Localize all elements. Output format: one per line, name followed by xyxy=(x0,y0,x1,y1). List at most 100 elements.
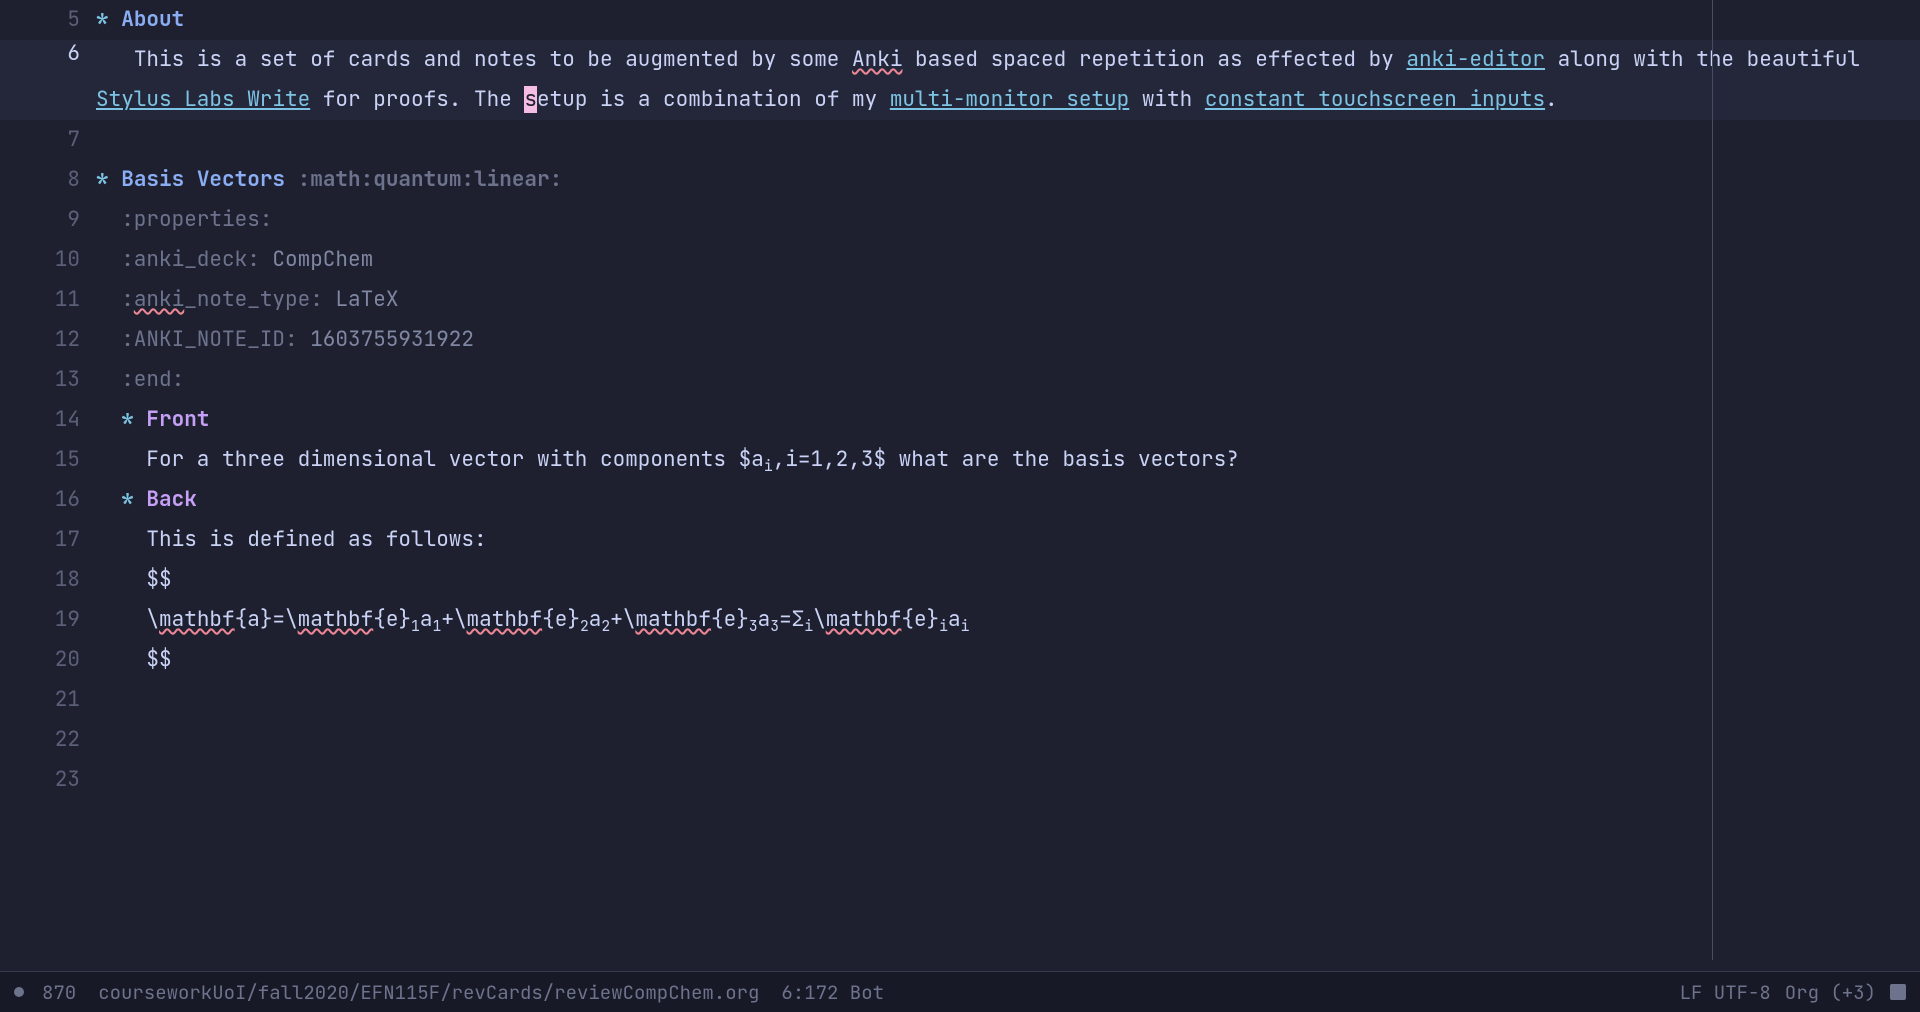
text: a xyxy=(589,606,602,633)
line-number: 22 xyxy=(0,720,96,760)
encoding-indicator[interactable]: LF UTF-8 xyxy=(1680,980,1771,1005)
subscript: 2 xyxy=(601,617,610,636)
subscript: i xyxy=(804,617,813,636)
org-tags: :math:quantum:linear: xyxy=(285,166,562,193)
text: etup xyxy=(537,86,587,113)
org-heading: About xyxy=(121,6,184,33)
code-line[interactable]: 5 * About xyxy=(0,0,1920,40)
fill-column-ruler xyxy=(1712,0,1713,960)
org-drawer: :end: xyxy=(121,366,184,393)
text: a xyxy=(948,606,961,633)
org-property-key: :ANKI_NOTE_ID: xyxy=(121,326,297,353)
code-line[interactable]: 8 * Basis Vectors :math:quantum:linear: xyxy=(0,160,1920,200)
line-number: 7 xyxy=(0,120,96,160)
text: $$ xyxy=(146,566,171,593)
text: ,i=1,2,3$ what are the basis vectors? xyxy=(773,446,1239,473)
text: {e} xyxy=(373,606,411,633)
spell-word: mathbf xyxy=(826,606,902,633)
text: \ xyxy=(813,606,826,633)
org-property-val: LaTeX xyxy=(323,286,399,313)
subscript: 3 xyxy=(749,617,758,636)
line-number: 8 xyxy=(0,160,96,200)
subscript: i xyxy=(961,617,970,636)
cursor-position: 6:172 Bot xyxy=(781,980,884,1005)
org-star: * xyxy=(121,486,134,513)
org-link[interactable]: Stylus Labs Write xyxy=(96,86,310,113)
code-line[interactable]: 19 \mathbf{a}=\mathbf{e}1a1+\mathbf{e}2a… xyxy=(0,600,1920,640)
text: \ xyxy=(146,606,159,633)
buffer-path[interactable]: courseworkUoI/fall2020/EFN115F/revCards/… xyxy=(98,980,759,1005)
editor-pane[interactable]: 5 * About 6 This is a set of cards and n… xyxy=(0,0,1920,1012)
text: {e} xyxy=(901,606,939,633)
code-line[interactable]: 9 :properties: xyxy=(0,200,1920,240)
line-number: 6 xyxy=(0,40,96,120)
text: . xyxy=(1545,86,1558,113)
text: : xyxy=(121,286,134,313)
code-line[interactable]: 18 $$ xyxy=(0,560,1920,600)
org-star: * xyxy=(96,6,109,33)
code-line[interactable]: 23 xyxy=(0,760,1920,800)
org-property-val: 1603755931922 xyxy=(298,326,474,353)
line-number: 12 xyxy=(0,320,96,360)
spell-word: mathbf xyxy=(635,606,711,633)
code-line[interactable]: 13 :end: xyxy=(0,360,1920,400)
org-heading: Front xyxy=(146,406,209,433)
org-property-val: CompChem xyxy=(260,246,373,273)
text: {e} xyxy=(542,606,580,633)
subscript: 3 xyxy=(770,617,779,636)
spell-word: Anki xyxy=(852,46,902,73)
line-number: 20 xyxy=(0,640,96,680)
text: along with the beautiful xyxy=(1545,46,1873,73)
line-number: 15 xyxy=(0,440,96,480)
org-link[interactable]: constant touchscreen inputs xyxy=(1205,86,1545,113)
buffer-content[interactable]: 5 * About 6 This is a set of cards and n… xyxy=(0,0,1920,971)
line-number: 17 xyxy=(0,520,96,560)
code-line[interactable]: 22 xyxy=(0,720,1920,760)
code-line[interactable]: 7 xyxy=(0,120,1920,160)
code-line[interactable]: 10 :anki_deck: CompChem xyxy=(0,240,1920,280)
line-number: 13 xyxy=(0,360,96,400)
text: $$ xyxy=(146,646,171,673)
text: {e} xyxy=(711,606,749,633)
line-number: 23 xyxy=(0,760,96,800)
org-link[interactable]: multi-monitor setup xyxy=(890,86,1129,113)
code-line[interactable]: 17 This is defined as follows: xyxy=(0,520,1920,560)
code-line[interactable]: 15 For a three dimensional vector with c… xyxy=(0,440,1920,480)
text: based spaced repetition as effected by xyxy=(902,46,1406,73)
text: +\ xyxy=(441,606,466,633)
org-property-key: :anki_deck: xyxy=(121,246,260,273)
line-number: 19 xyxy=(0,600,96,640)
text: =Σ xyxy=(779,606,804,633)
org-star: * xyxy=(96,166,109,193)
major-mode-indicator[interactable]: Org (+3) xyxy=(1785,980,1876,1005)
org-property-key: :anki_note_type: xyxy=(121,286,323,313)
line-number: 9 xyxy=(0,200,96,240)
org-star: * xyxy=(121,406,134,433)
subscript: 2 xyxy=(580,617,589,636)
code-line[interactable]: 16 * Back xyxy=(0,480,1920,520)
subscript: 1 xyxy=(432,617,441,636)
org-drawer: :properties: xyxy=(121,206,272,233)
org-heading: Basis Vectors xyxy=(121,166,285,193)
code-line[interactable]: 11 :anki_note_type: LaTeX xyxy=(0,280,1920,320)
code-line[interactable]: 21 xyxy=(0,680,1920,720)
line-number: 5 xyxy=(0,0,96,40)
text: a xyxy=(758,606,771,633)
subscript: i xyxy=(764,457,773,476)
code-line[interactable]: 20 $$ xyxy=(0,640,1920,680)
subscript: 1 xyxy=(411,617,420,636)
text: For a three dimensional vector with comp… xyxy=(146,446,763,473)
line-number: 11 xyxy=(0,280,96,320)
spell-word: mathbf xyxy=(298,606,374,633)
buffer-modified-indicator xyxy=(14,987,24,997)
text: is a combination of my xyxy=(587,86,889,113)
flycheck-icon[interactable] xyxy=(1890,984,1906,1000)
buffer-size: 870 xyxy=(42,980,76,1005)
code-line[interactable]: 12 :ANKI_NOTE_ID: 1603755931922 xyxy=(0,320,1920,360)
line-number: 21 xyxy=(0,680,96,720)
mode-line[interactable]: 870 courseworkUoI/fall2020/EFN115F/revCa… xyxy=(0,971,1920,1012)
org-link[interactable]: anki-editor xyxy=(1406,46,1545,73)
code-line[interactable]: 14 * Front xyxy=(0,400,1920,440)
code-line-current[interactable]: 6 This is a set of cards and notes to be… xyxy=(0,40,1920,120)
line-number: 18 xyxy=(0,560,96,600)
